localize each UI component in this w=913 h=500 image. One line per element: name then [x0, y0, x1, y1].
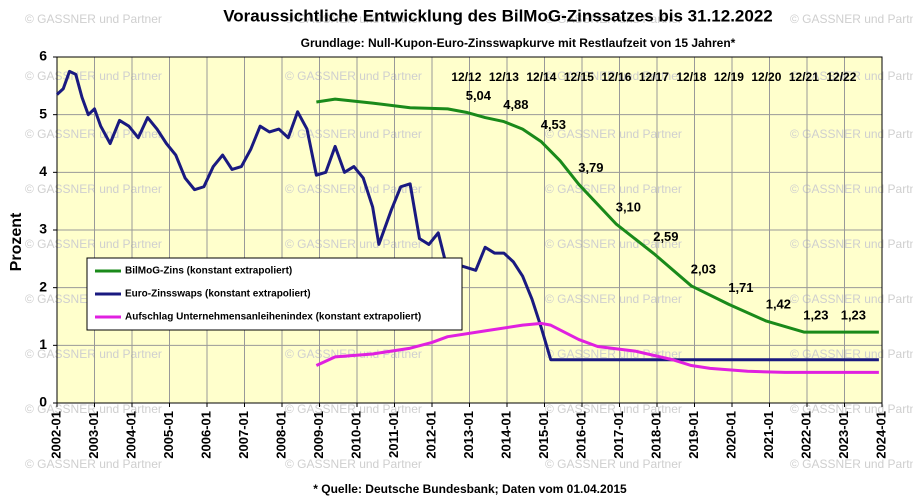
- watermark: © GASSNER und Partner: [25, 457, 162, 471]
- watermark: © GASSNER und Partner: [545, 457, 682, 471]
- watermark: © GASSNER und Partner: [285, 12, 422, 26]
- watermark: © GASSNER und Partner: [790, 237, 913, 251]
- period-label: 12/18: [676, 70, 706, 84]
- period-label: 12/20: [751, 70, 781, 84]
- watermark: © GASSNER und Partner: [545, 182, 682, 196]
- value-label: 1,71: [728, 280, 753, 295]
- x-tick-label: 2009-01: [311, 411, 326, 459]
- period-label: 12/22: [826, 70, 856, 84]
- watermark: © GASSNER und Partner: [545, 127, 682, 141]
- x-tick-label: 2012-01: [423, 411, 438, 459]
- x-tick-label: 2003-01: [86, 411, 101, 459]
- x-tick-label: 2008-01: [273, 411, 288, 459]
- chart-title: Voraussichtliche Entwicklung des BilMoG-…: [223, 6, 773, 25]
- x-tick-label: 2004-01: [123, 411, 138, 459]
- y-tick-label: 3: [39, 221, 47, 237]
- period-label: 12/21: [789, 70, 819, 84]
- value-label: 3,79: [578, 160, 603, 175]
- value-label: 4,53: [541, 117, 566, 132]
- x-tick-label: 2011-01: [386, 411, 401, 458]
- value-label: 4,88: [503, 97, 528, 112]
- period-label: 12/19: [714, 70, 744, 84]
- watermark: © GASSNER und Partner: [25, 69, 162, 83]
- x-tick-label: 2005-01: [161, 411, 176, 459]
- watermark: © GASSNER und Partner: [285, 457, 422, 471]
- x-tick-label: 2010-01: [348, 411, 363, 459]
- x-tick-label: 2017-01: [611, 411, 626, 459]
- legend-box: [86, 257, 463, 331]
- x-tick-label: 2019-01: [686, 411, 701, 459]
- x-tick-label: 2024-01: [873, 411, 888, 459]
- watermark: © GASSNER und Partner: [545, 292, 682, 306]
- y-axis-label: Prozent: [8, 212, 25, 271]
- value-label: 1,42: [766, 297, 791, 312]
- watermark: © GASSNER und Partner: [285, 237, 422, 251]
- period-label: 12/13: [489, 70, 519, 84]
- y-tick-label: 5: [39, 105, 47, 121]
- watermark: © GASSNER und Partner: [790, 12, 913, 26]
- x-tick-label: 2022-01: [798, 411, 813, 459]
- period-label: 12/15: [564, 70, 594, 84]
- legend-label: Aufschlag Unternehmensanleihenindex (kon…: [125, 312, 421, 323]
- watermark: © GASSNER und Partner: [790, 127, 913, 141]
- x-tick-label: 2018-01: [648, 411, 663, 459]
- x-tick-label: 2013-01: [461, 411, 476, 459]
- y-tick-label: 0: [39, 394, 47, 410]
- x-tick-label: 2023-01: [836, 411, 851, 459]
- y-tick-label: 1: [39, 336, 47, 352]
- watermark: © GASSNER und Partner: [790, 292, 913, 306]
- legend-label: BilMoG-Zins (konstant extrapoliert): [125, 266, 292, 277]
- watermark: © GASSNER und Partner: [25, 12, 162, 26]
- series-line: [315, 321, 879, 374]
- chart-subtitle: Grundlage: Null-Kupon-Euro-Zinsswapkurve…: [301, 36, 736, 50]
- x-tick-label: 2014-01: [498, 411, 513, 459]
- period-label: 12/14: [526, 70, 556, 84]
- y-tick-label: 2: [39, 278, 47, 294]
- period-label: 12/17: [639, 70, 669, 84]
- watermark: © GASSNER und Partner: [790, 457, 913, 471]
- period-label: 12/12: [451, 70, 481, 84]
- x-tick-label: 2016-01: [573, 411, 588, 459]
- watermark: © GASSNER und Partner: [545, 347, 682, 361]
- watermark: © GASSNER und Partner: [25, 237, 162, 251]
- x-tick-label: 2020-01: [723, 411, 738, 459]
- watermark: © GASSNER und Partner: [25, 402, 162, 416]
- period-label: 12/16: [601, 70, 631, 84]
- value-label: 3,10: [616, 200, 641, 215]
- watermark: © GASSNER und Partner: [285, 69, 422, 83]
- watermark: © GASSNER und Partner: [25, 347, 162, 361]
- footnote: * Quelle: Deutsche Bundesbank; Daten vom…: [313, 482, 627, 496]
- value-label: 2,03: [691, 261, 716, 276]
- x-tick-label: 2006-01: [198, 411, 213, 459]
- series-line: [316, 97, 879, 334]
- watermark: © GASSNER und Partner: [545, 402, 682, 416]
- y-tick-label: 4: [39, 163, 47, 179]
- plot-border: [56, 56, 883, 404]
- value-label: 1,23: [803, 308, 828, 323]
- value-label: 2,59: [653, 229, 678, 244]
- x-tick-label: 2007-01: [236, 411, 251, 459]
- x-tick-label: 2015-01: [536, 411, 551, 459]
- value-label: 1,23: [841, 308, 866, 323]
- x-tick-label: 2002-01: [48, 411, 63, 459]
- watermark: © GASSNER und Partner: [25, 127, 162, 141]
- legend-label: Euro-Zinsswaps (konstant extrapoliert): [125, 289, 311, 300]
- value-label: 5,04: [466, 88, 492, 103]
- watermark: © GASSNER und Partner: [25, 182, 162, 196]
- watermark: © GASSNER und Partner: [545, 69, 682, 83]
- x-tick-label: 2021-01: [761, 411, 776, 459]
- watermark: © GASSNER und Partner: [545, 12, 682, 26]
- watermark: © GASSNER und Partner: [790, 182, 913, 196]
- series-line: [55, 69, 879, 362]
- y-tick-label: 6: [39, 48, 47, 64]
